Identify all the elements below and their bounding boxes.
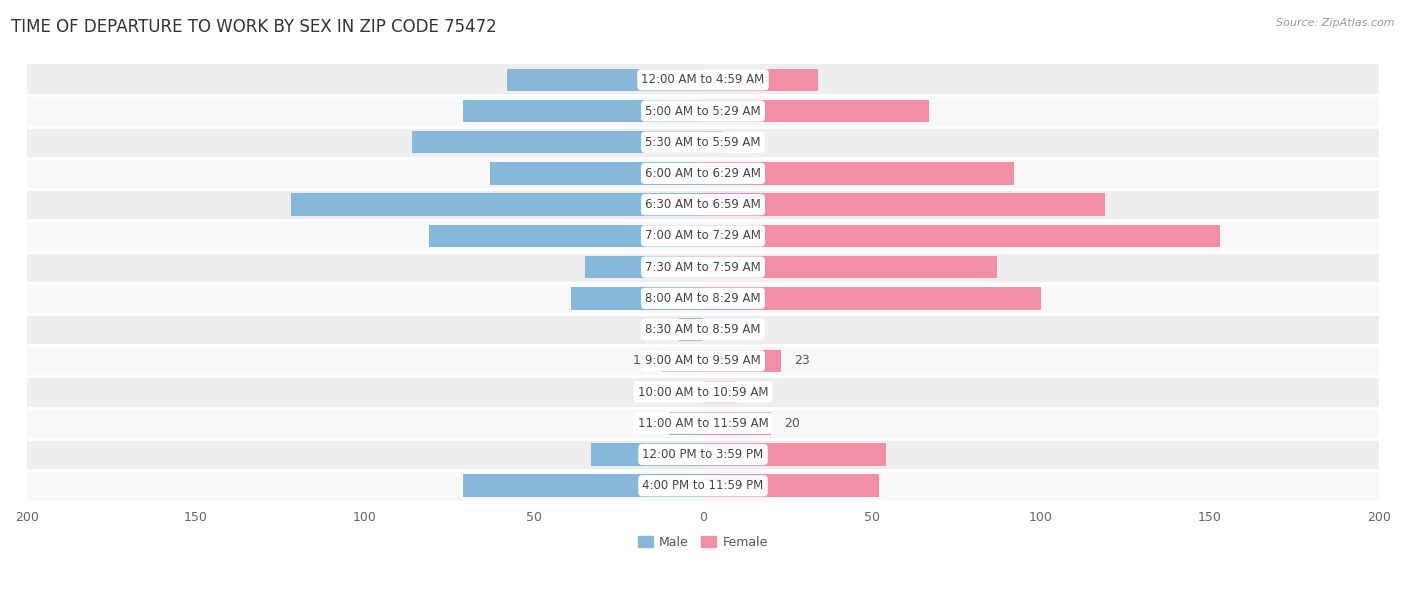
Bar <box>463 474 703 497</box>
Bar <box>592 443 703 466</box>
Text: 0: 0 <box>717 323 724 336</box>
Bar <box>703 100 929 122</box>
Text: 4:00 PM to 11:59 PM: 4:00 PM to 11:59 PM <box>643 479 763 492</box>
Text: 10: 10 <box>640 416 655 430</box>
Text: 153: 153 <box>717 230 741 242</box>
Text: 52: 52 <box>717 479 733 492</box>
Bar <box>703 193 1105 216</box>
Bar <box>669 412 703 434</box>
Text: 35: 35 <box>673 261 689 274</box>
Text: 63: 63 <box>673 167 689 180</box>
Text: 20: 20 <box>785 416 800 430</box>
Text: 0: 0 <box>682 386 689 399</box>
Text: 6:00 AM to 6:29 AM: 6:00 AM to 6:29 AM <box>645 167 761 180</box>
Bar <box>703 225 1220 247</box>
Bar <box>703 412 770 434</box>
Text: 10: 10 <box>751 386 766 399</box>
Bar <box>27 377 1379 408</box>
Bar <box>27 283 1379 314</box>
Bar <box>679 318 703 341</box>
Bar <box>571 287 703 309</box>
Bar <box>703 381 737 403</box>
Text: 6: 6 <box>737 136 745 149</box>
Bar <box>491 162 703 184</box>
Text: 6:30 AM to 6:59 AM: 6:30 AM to 6:59 AM <box>645 198 761 211</box>
Text: 54: 54 <box>717 448 733 461</box>
Bar <box>27 252 1379 283</box>
Text: 5:00 AM to 5:29 AM: 5:00 AM to 5:29 AM <box>645 105 761 117</box>
Bar <box>703 162 1014 184</box>
Bar <box>703 131 723 154</box>
Bar <box>585 256 703 278</box>
Bar <box>429 225 703 247</box>
Text: 9:00 AM to 9:59 AM: 9:00 AM to 9:59 AM <box>645 354 761 367</box>
Text: 8:30 AM to 8:59 AM: 8:30 AM to 8:59 AM <box>645 323 761 336</box>
Bar <box>703 474 879 497</box>
Text: 8:00 AM to 8:29 AM: 8:00 AM to 8:29 AM <box>645 292 761 305</box>
Text: 12:00 AM to 4:59 AM: 12:00 AM to 4:59 AM <box>641 73 765 86</box>
Bar <box>27 95 1379 127</box>
Text: 11:00 AM to 11:59 AM: 11:00 AM to 11:59 AM <box>638 416 768 430</box>
Text: 81: 81 <box>673 230 689 242</box>
Text: TIME OF DEPARTURE TO WORK BY SEX IN ZIP CODE 75472: TIME OF DEPARTURE TO WORK BY SEX IN ZIP … <box>11 18 496 36</box>
Bar <box>27 345 1379 377</box>
Bar <box>27 314 1379 345</box>
Bar <box>703 68 818 91</box>
Bar <box>27 64 1379 95</box>
Bar <box>703 256 997 278</box>
Text: 7:30 AM to 7:59 AM: 7:30 AM to 7:59 AM <box>645 261 761 274</box>
Bar <box>703 443 886 466</box>
Text: 34: 34 <box>717 73 733 86</box>
Bar <box>662 350 703 372</box>
Bar <box>291 193 703 216</box>
Text: 92: 92 <box>717 167 733 180</box>
Bar <box>27 470 1379 502</box>
Bar <box>27 158 1379 189</box>
Bar <box>27 408 1379 439</box>
Text: 58: 58 <box>673 73 689 86</box>
Bar <box>27 439 1379 470</box>
Text: 67: 67 <box>717 105 733 117</box>
Bar <box>463 100 703 122</box>
Text: 5:30 AM to 5:59 AM: 5:30 AM to 5:59 AM <box>645 136 761 149</box>
Text: 86: 86 <box>673 136 689 149</box>
Bar <box>27 220 1379 252</box>
Text: 122: 122 <box>666 198 689 211</box>
Text: Source: ZipAtlas.com: Source: ZipAtlas.com <box>1277 18 1395 28</box>
Text: 71: 71 <box>673 479 689 492</box>
Text: 12: 12 <box>633 354 650 367</box>
Bar <box>27 189 1379 220</box>
Text: 71: 71 <box>673 105 689 117</box>
Legend: Male, Female: Male, Female <box>633 531 773 554</box>
Text: 12:00 PM to 3:59 PM: 12:00 PM to 3:59 PM <box>643 448 763 461</box>
Text: 87: 87 <box>717 261 733 274</box>
Bar <box>508 68 703 91</box>
Bar <box>703 287 1040 309</box>
Text: 100: 100 <box>717 292 741 305</box>
Text: 23: 23 <box>794 354 810 367</box>
Text: 7: 7 <box>658 323 666 336</box>
Text: 119: 119 <box>717 198 740 211</box>
Bar <box>27 127 1379 158</box>
Bar <box>703 350 780 372</box>
Text: 39: 39 <box>673 292 689 305</box>
Text: 10:00 AM to 10:59 AM: 10:00 AM to 10:59 AM <box>638 386 768 399</box>
Bar <box>412 131 703 154</box>
Text: 33: 33 <box>673 448 689 461</box>
Text: 7:00 AM to 7:29 AM: 7:00 AM to 7:29 AM <box>645 230 761 242</box>
